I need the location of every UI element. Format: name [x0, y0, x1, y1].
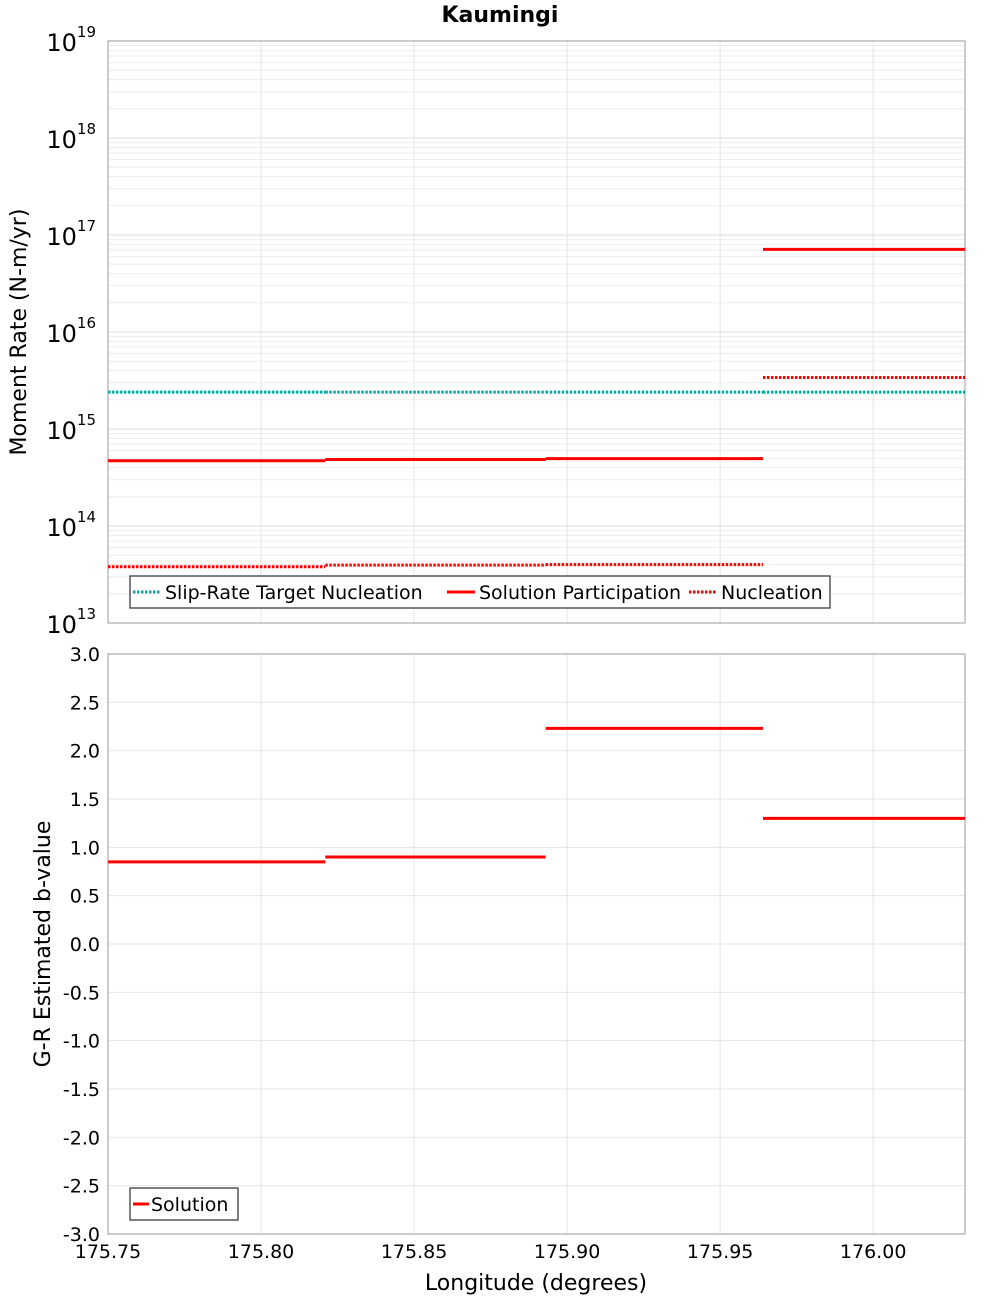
top-legend: Slip-Rate Target Nucleation Solution Part…	[129, 575, 831, 609]
top-y-tick-label: 1019	[46, 23, 96, 57]
chart-title: Kaumingi	[442, 3, 559, 28]
bottom-y-tick-label: 0.5	[70, 886, 100, 908]
x-tick-label: 176.00	[840, 1241, 906, 1263]
bottom-plot-frame	[107, 653, 966, 1235]
top-plot-frame	[107, 40, 966, 624]
top-y-axis-label: Moment Rate (N-m/yr)	[7, 209, 32, 456]
bottom-legend-label: Solution	[151, 1194, 228, 1216]
top-y-tick-label: 1018	[46, 120, 96, 154]
bottom-y-tick-label: 1.5	[70, 789, 100, 811]
top-y-tick-label: 1016	[46, 314, 96, 348]
bottom-y-tick-label: -1.5	[63, 1079, 100, 1101]
bottom-y-axis-label: G-R Estimated b-value	[31, 821, 56, 1068]
bottom-legend: Solution	[129, 1187, 239, 1221]
top-y-tick-label: 1017	[46, 217, 96, 251]
bottom-y-tick-label: -1.0	[63, 1031, 100, 1053]
top-y-tick-label: 1014	[46, 508, 96, 542]
legend-label-2: Nucleation	[721, 582, 823, 604]
top-y-tick-label: 1013	[46, 605, 96, 639]
bottom-y-tick-label: 2.5	[70, 692, 100, 714]
bottom-y-tick-label: -2.0	[63, 1127, 100, 1149]
bottom-y-tick-label: -3.0	[63, 1224, 100, 1246]
bottom-y-tick-label: 2.0	[70, 741, 100, 763]
bottom-y-tick-label: 1.0	[70, 837, 100, 859]
legend-label-0: Slip-Rate Target Nucleation	[165, 582, 423, 604]
bottom-y-tick-label: -0.5	[63, 982, 100, 1004]
x-tick-label: 175.95	[687, 1241, 753, 1263]
top-y-tick-label: 1015	[46, 411, 96, 445]
bottom-y-tick-label: 0.0	[70, 934, 100, 956]
x-tick-label: 175.80	[228, 1241, 294, 1263]
bottom-y-tick-label: 3.0	[70, 644, 100, 666]
x-tick-label: 175.75	[75, 1241, 141, 1263]
x-axis-label: Longitude (degrees)	[425, 1271, 647, 1296]
legend-label-1: Solution Participation	[479, 582, 681, 604]
bottom-y-tick-label: -2.5	[63, 1176, 100, 1198]
x-tick-label: 175.90	[534, 1241, 600, 1263]
x-tick-label: 175.85	[381, 1241, 447, 1263]
